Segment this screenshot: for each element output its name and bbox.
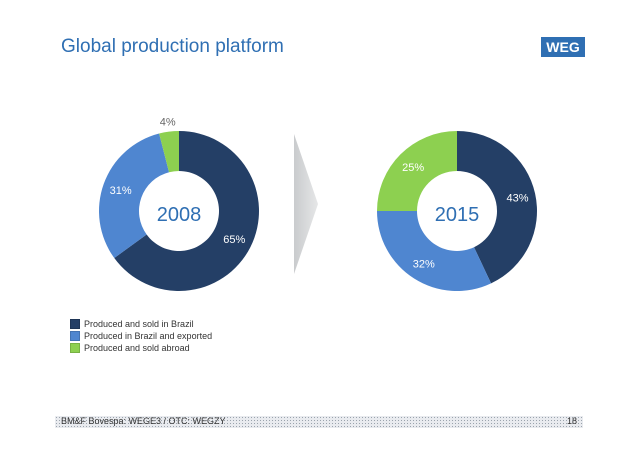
- footer-bar: BM&F Bovespa: WEGE3 / OTC: WEGZY 18: [55, 416, 583, 428]
- donut-slice-2015-2: [377, 131, 457, 211]
- logo-text: WEG: [546, 39, 580, 55]
- donut-slice-2015-1: [377, 211, 492, 291]
- donut-chart-2015: 43% 32% 25% 2015: [377, 131, 537, 291]
- legend-swatch: [70, 342, 80, 353]
- donut-slice-2008-0: [114, 131, 259, 291]
- donut-data-label: 43%: [506, 192, 528, 204]
- donut-chart-2008: 65% 31% 4% 2008: [99, 117, 259, 291]
- donut-data-label: 25%: [402, 162, 424, 174]
- legend-item: Produced and sold in Brazil: [70, 318, 212, 329]
- legend-label: Produced and sold in Brazil: [84, 318, 194, 329]
- donut-slice-2008-1: [99, 133, 170, 259]
- transition-arrow-icon: [294, 134, 318, 274]
- legend-item: Produced and sold abroad: [70, 342, 212, 353]
- legend-item: Produced in Brazil and exported: [70, 330, 212, 341]
- donut-data-label: 65%: [223, 234, 245, 246]
- page-title: Global production platform: [61, 36, 284, 57]
- legend-label: Produced in Brazil and exported: [84, 330, 213, 341]
- donut-slice-2015-0: [457, 131, 537, 284]
- weg-logo: WEG: [541, 37, 585, 57]
- donut-data-label: 4%: [160, 117, 176, 129]
- donut-2015-center-label: 2015: [435, 204, 480, 226]
- footer-ticker-text: BM&F Bovespa: WEGE3 / OTC: WEGZY: [61, 416, 226, 426]
- legend-label: Produced and sold abroad: [84, 342, 190, 353]
- donut-2008-center-label: 2008: [157, 204, 202, 226]
- legend-swatch: [70, 330, 80, 341]
- donut-data-label: 32%: [413, 258, 435, 270]
- page-number: 18: [566, 416, 577, 426]
- donut-data-label: 31%: [110, 185, 132, 197]
- legend-swatch: [70, 318, 80, 329]
- chart-legend: Produced and sold in Brazil Produced in …: [70, 318, 212, 354]
- donut-slice-2008-2: [159, 131, 179, 173]
